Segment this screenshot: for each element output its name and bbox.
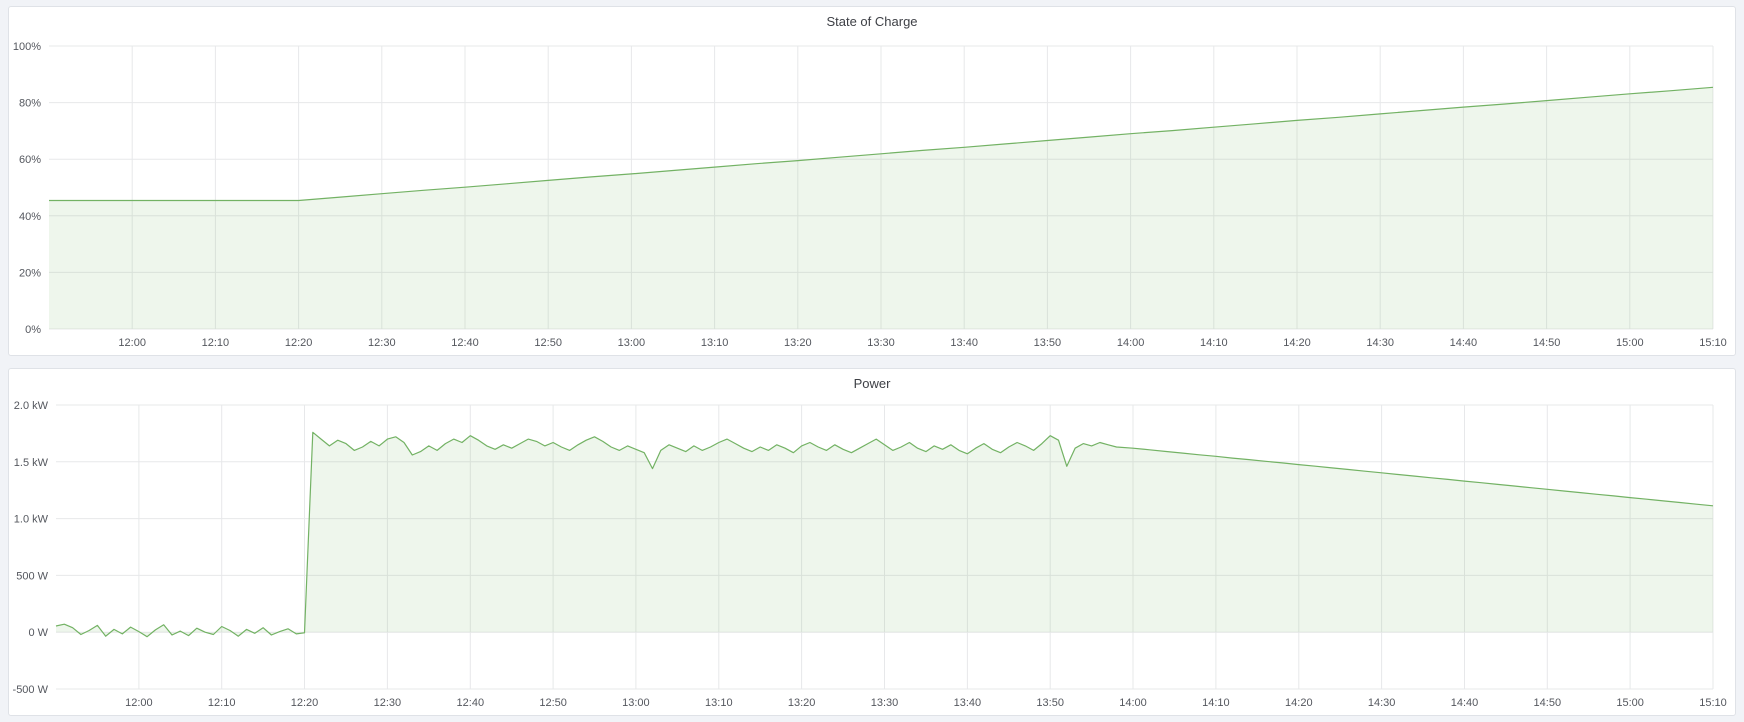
x-tick-label: 12:40: [457, 697, 485, 709]
x-tick-label: 15:10: [1699, 337, 1727, 349]
x-tick-label: 15:10: [1699, 697, 1727, 709]
chart-svg: 0% 20% 40% 60% 80% 100% 12:00 12:10 12:20 12:30 12…: [13, 41, 1727, 349]
x-tick-label: 14:20: [1283, 337, 1311, 349]
series-area: [49, 87, 1713, 329]
x-tick-label: 15:00: [1616, 697, 1644, 709]
x-tick-label: 14:10: [1202, 697, 1230, 709]
x-tick-label: 14:50: [1534, 697, 1562, 709]
y-tick-label: 1.5 kW: [14, 457, 49, 469]
y-tick-label: 0 W: [28, 627, 48, 639]
y-tick-label: -500 W: [13, 684, 49, 696]
x-tick-label: 12:20: [285, 337, 313, 349]
x-tick-label: 13:30: [867, 337, 895, 349]
x-tick-label: 12:10: [208, 697, 236, 709]
x-tick-label: 14:40: [1451, 697, 1479, 709]
x-tick-label: 14:40: [1450, 337, 1478, 349]
x-tick-label: 13:10: [705, 697, 733, 709]
x-tick-label: 14:00: [1119, 697, 1147, 709]
x-tick-label: 13:20: [788, 697, 816, 709]
y-tick-label: 80%: [19, 98, 41, 110]
x-tick-label: 13:00: [618, 337, 646, 349]
x-tick-label: 15:00: [1616, 337, 1644, 349]
x-tick-label: 14:30: [1366, 337, 1394, 349]
x-tick-label: 12:20: [291, 697, 319, 709]
x-tick-label: 13:30: [871, 697, 899, 709]
x-tick-label: 14:00: [1117, 337, 1145, 349]
panel-title-power[interactable]: Power: [853, 376, 891, 391]
x-tick-label: 12:50: [539, 697, 567, 709]
x-tick-label: 12:00: [125, 697, 153, 709]
y-tick-label: 40%: [19, 211, 41, 223]
panel-title-state-of-charge[interactable]: State of Charge: [826, 14, 918, 29]
panel-power: Power -500 W 0 W 500 W 1.0 kW 1.5 kW 2.0 kW 12…: [8, 368, 1736, 716]
x-tick-label: 12:50: [534, 337, 562, 349]
x-tick-label: 14:50: [1533, 337, 1561, 349]
y-tick-label: 100%: [13, 41, 41, 53]
y-tick-label: 20%: [19, 267, 41, 279]
x-tick-label: 13:20: [784, 337, 812, 349]
x-tick-label: 12:30: [374, 697, 402, 709]
panel-state-of-charge: State of Charge 0% 20% 40% 60% 80% 100% 12:00 1…: [8, 6, 1736, 356]
series-line: [55, 431, 1714, 638]
y-tick-label: 1.0 kW: [14, 514, 49, 526]
x-tick-label: 12:10: [202, 337, 230, 349]
chart-svg: -500 W 0 W 500 W 1.0 kW 1.5 kW 2.0 kW 12:00 12:…: [13, 400, 1727, 709]
x-tick-label: 14:20: [1285, 697, 1313, 709]
x-tick-label: 12:30: [368, 337, 396, 349]
series-area: [56, 432, 1713, 637]
state-of-charge-chart-canvas[interactable]: 0% 20% 40% 60% 80% 100% 12:00 12:10 12:20 12:30 12…: [9, 7, 1735, 355]
series-line: [49, 86, 1714, 202]
y-tick-label: 2.0 kW: [14, 400, 49, 412]
y-tick-label: 500 W: [16, 570, 48, 582]
x-tick-label: 14:10: [1200, 337, 1228, 349]
x-tick-label: 13:10: [701, 337, 729, 349]
x-tick-label: 13:50: [1036, 697, 1064, 709]
x-tick-label: 13:40: [954, 697, 982, 709]
power-chart-canvas[interactable]: -500 W 0 W 500 W 1.0 kW 1.5 kW 2.0 kW 12:00 12:…: [9, 369, 1735, 715]
x-tick-label: 13:00: [622, 697, 650, 709]
x-tick-label: 13:50: [1034, 337, 1062, 349]
y-tick-label: 0%: [25, 324, 41, 336]
x-tick-label: 13:40: [950, 337, 978, 349]
x-tick-label: 14:30: [1368, 697, 1396, 709]
x-tick-label: 12:00: [118, 337, 146, 349]
y-tick-label: 60%: [19, 154, 41, 166]
x-tick-label: 12:40: [451, 337, 479, 349]
